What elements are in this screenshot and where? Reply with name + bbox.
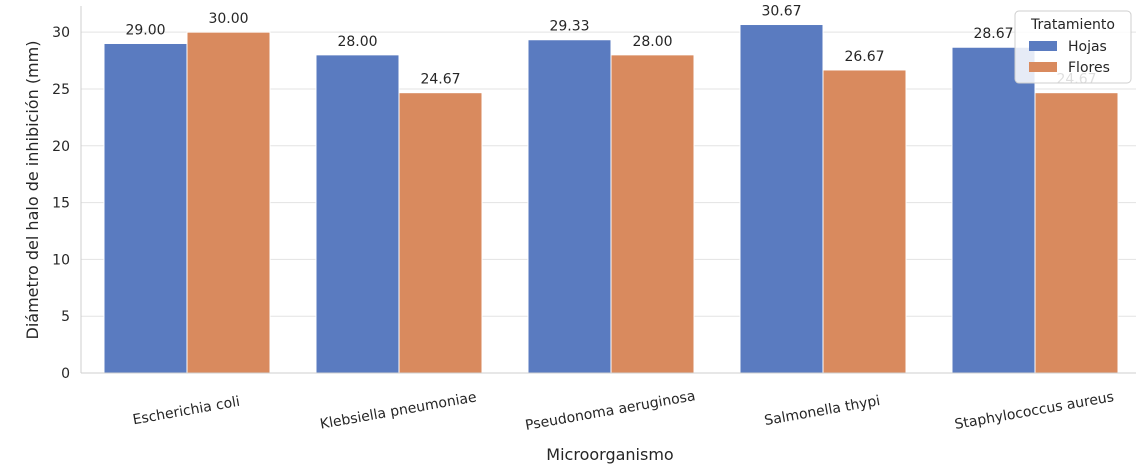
- legend-swatch-hojas: [1029, 41, 1057, 51]
- x-axis-title: Microorganismo: [546, 445, 673, 464]
- data-label-flores-0: 30.00: [208, 11, 248, 27]
- bar-hojas-4: [951, 46, 1036, 374]
- bar-hojas-2: [527, 39, 612, 374]
- data-label-hojas-0: 29.00: [125, 22, 165, 38]
- x-tick-labels: Escherichia coli Klebsiella pneumoniae Pse…: [131, 388, 1115, 434]
- y-tick-label: 20: [52, 139, 70, 155]
- bar-flores-4: [1034, 92, 1119, 374]
- bar-flores-0: [186, 31, 271, 374]
- data-label-flores-1: 24.67: [420, 72, 460, 88]
- y-tick-label: 0: [61, 366, 70, 382]
- x-tick-label: Pseudonoma aeruginosa: [524, 388, 697, 434]
- y-tick-label: 25: [52, 82, 70, 98]
- legend-label-flores: Flores: [1068, 60, 1110, 76]
- legend-label-hojas: Hojas: [1068, 39, 1107, 55]
- data-label-flores-3: 26.67: [844, 49, 884, 65]
- bar-flores-2: [610, 54, 695, 374]
- data-label-hojas-4: 28.67: [973, 26, 1013, 42]
- bars: [103, 24, 1119, 374]
- x-tick-label: Salmonella thypi: [763, 393, 881, 429]
- bar-hojas-0: [103, 42, 188, 374]
- legend-swatch-flores: [1029, 62, 1057, 72]
- data-label-flores-2: 28.00: [632, 34, 672, 50]
- bar-hojas-1: [315, 54, 400, 374]
- data-label-hojas-2: 29.33: [549, 19, 589, 35]
- bar-flores-1: [398, 92, 483, 374]
- legend-title: Tratamiento: [1030, 17, 1115, 33]
- y-tick-label: 10: [52, 252, 70, 268]
- y-tick-label: 30: [52, 25, 70, 41]
- y-tick-labels: 0 5 10 15 20 25 30: [52, 25, 70, 382]
- legend: Tratamiento Hojas Flores: [1014, 10, 1132, 84]
- y-tick-label: 15: [52, 196, 70, 212]
- x-tick-label: Staphylococcus aureus: [953, 389, 1115, 433]
- data-label-hojas-1: 28.00: [337, 34, 377, 50]
- bar-hojas-3: [739, 24, 824, 374]
- data-label-hojas-3: 30.67: [761, 4, 801, 20]
- y-tick-label: 5: [61, 309, 70, 325]
- bar-flores-3: [822, 69, 907, 374]
- y-axis-title: Diámetro del halo de inhibición (mm): [23, 41, 42, 340]
- axes: [80, 6, 1136, 374]
- x-tick-label: Klebsiella pneumoniae: [319, 389, 478, 432]
- x-tick-label: Escherichia coli: [131, 394, 241, 429]
